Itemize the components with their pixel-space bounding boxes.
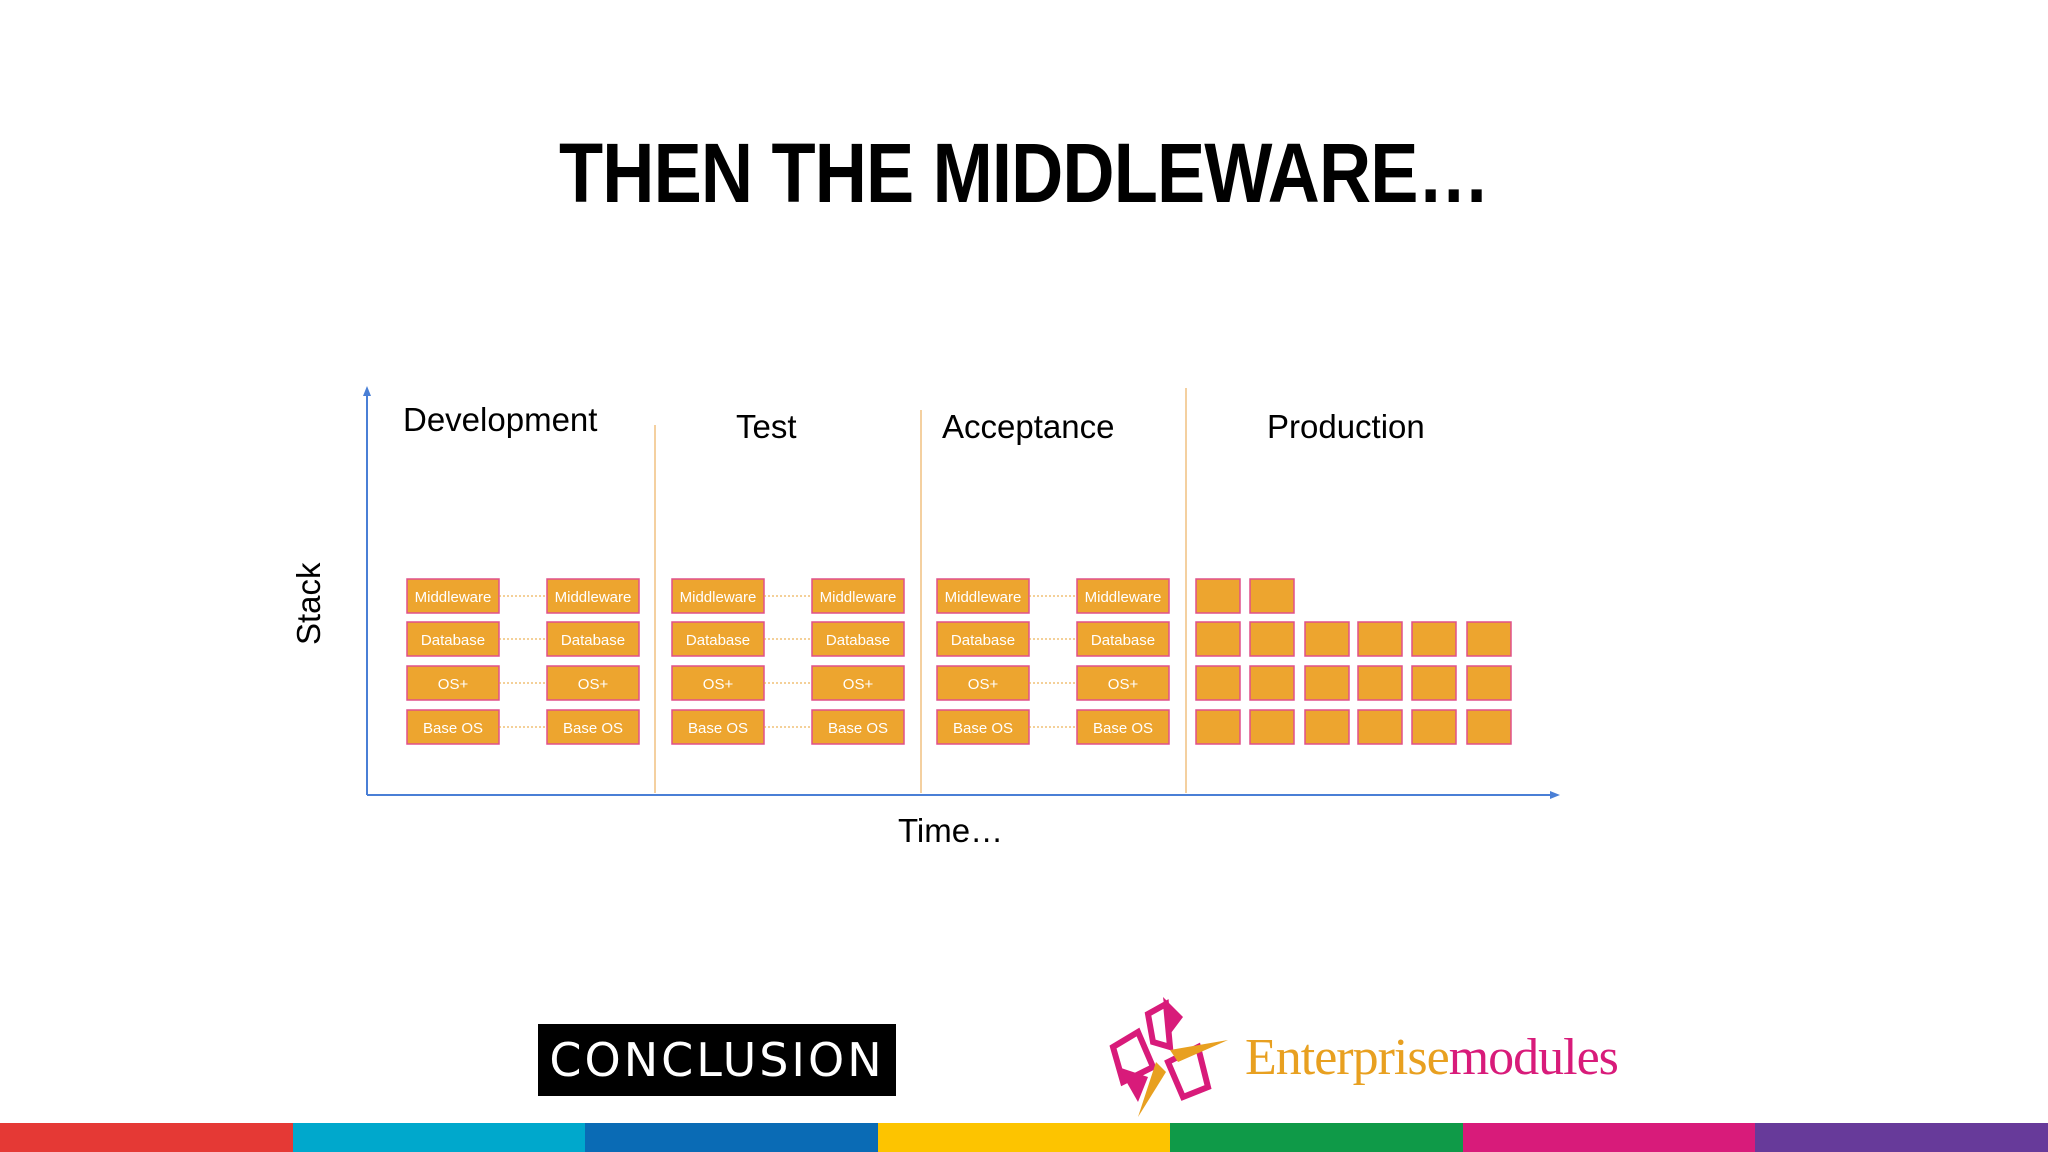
y-axis-arrow	[363, 386, 371, 396]
layer-box-label: Base OS	[688, 720, 748, 737]
stage-label-test: Test	[736, 408, 797, 445]
layer-box-label: OS+	[968, 676, 999, 693]
layer-box-label: Middleware	[415, 589, 492, 606]
layer-box-label: OS+	[578, 676, 609, 693]
layer-box-label: Base OS	[953, 720, 1013, 737]
layer-box	[406, 709, 500, 745]
layer-box	[811, 709, 905, 745]
layer-box-label: OS+	[703, 676, 734, 693]
layer-box	[936, 665, 1030, 701]
layer-box	[546, 709, 640, 745]
color-stripe-segment	[877, 1123, 1171, 1152]
layer-box-label: Database	[561, 632, 625, 649]
layer-box-label: Database	[826, 632, 890, 649]
color-stripe-segment	[292, 1123, 586, 1152]
production-box	[1195, 709, 1241, 745]
production-box	[1466, 621, 1512, 657]
slide-title: THEN THE MIDDLEWARE…	[559, 126, 1490, 220]
production-box	[1195, 621, 1241, 657]
layer-box	[936, 621, 1030, 657]
layer-box	[936, 709, 1030, 745]
layer-box-label: OS+	[843, 676, 874, 693]
layer-box-label: Middleware	[555, 589, 632, 606]
layer-box	[1076, 578, 1170, 614]
stage-label-production: Production	[1267, 408, 1425, 445]
stack-boxes: Middleware Middleware Database Database OS+ O…	[406, 578, 1512, 745]
production-box	[1304, 621, 1350, 657]
x-axis-arrow	[1550, 791, 1560, 799]
layer-box	[1076, 709, 1170, 745]
layer-box-label: Database	[1091, 632, 1155, 649]
layer-box-label: Middleware	[1085, 589, 1162, 606]
layer-box-label: Middleware	[680, 589, 757, 606]
layer-box-label: Base OS	[1093, 720, 1153, 737]
layer-box-label: Middleware	[820, 589, 897, 606]
layer-box	[671, 665, 765, 701]
color-stripe-segment	[585, 1123, 878, 1152]
color-stripe-footer	[0, 1123, 2048, 1152]
production-box	[1357, 665, 1403, 701]
color-stripe-segment	[0, 1123, 293, 1152]
production-box	[1249, 578, 1295, 614]
production-box	[1304, 709, 1350, 745]
production-box	[1249, 621, 1295, 657]
enterprisemodules-logo-mark	[1109, 997, 1228, 1117]
production-box	[1249, 709, 1295, 745]
y-axis-label: Stack	[290, 562, 327, 645]
production-box	[1304, 665, 1350, 701]
layer-box-label: Database	[421, 632, 485, 649]
production-box	[1466, 665, 1512, 701]
production-box	[1249, 665, 1295, 701]
layer-box	[811, 621, 905, 657]
layer-box-label: Base OS	[828, 720, 888, 737]
layer-box	[546, 665, 640, 701]
stage-label-development: Development	[403, 401, 597, 438]
layer-box-label: Database	[951, 632, 1015, 649]
layer-box-label: OS+	[1108, 676, 1139, 693]
enterprisemodules-wordmark: Enterprisemodules	[1245, 1028, 1619, 1087]
layer-box	[811, 665, 905, 701]
production-box	[1411, 665, 1457, 701]
production-box	[1466, 709, 1512, 745]
layer-box-label: Middleware	[945, 589, 1022, 606]
layer-box	[1076, 665, 1170, 701]
layer-box	[406, 578, 500, 614]
modules-text: modules	[1448, 1029, 1619, 1086]
production-box	[1411, 621, 1457, 657]
layer-box	[1076, 621, 1170, 657]
layer-box	[671, 578, 765, 614]
color-stripe-segment	[1755, 1123, 2048, 1152]
x-axis-label: Time…	[898, 812, 1003, 849]
layer-box	[406, 621, 500, 657]
production-box	[1357, 621, 1403, 657]
color-stripe-segment	[1170, 1123, 1463, 1152]
layer-box	[406, 665, 500, 701]
enterprise-text: Enterprise	[1245, 1029, 1450, 1086]
layer-box-label: OS+	[438, 676, 469, 693]
layer-box	[811, 578, 905, 614]
layer-box	[546, 621, 640, 657]
layer-box-label: Database	[686, 632, 750, 649]
layer-box	[546, 578, 640, 614]
layer-box	[671, 621, 765, 657]
layer-box-label: Base OS	[563, 720, 623, 737]
production-box	[1357, 709, 1403, 745]
conclusion-logo: CONCLUSION	[538, 1024, 896, 1096]
color-stripe-segment	[1462, 1123, 1756, 1152]
production-box	[1411, 709, 1457, 745]
production-box	[1195, 578, 1241, 614]
layer-box-label: Base OS	[423, 720, 483, 737]
stage-label-acceptance: Acceptance	[942, 408, 1114, 445]
production-box	[1195, 665, 1241, 701]
